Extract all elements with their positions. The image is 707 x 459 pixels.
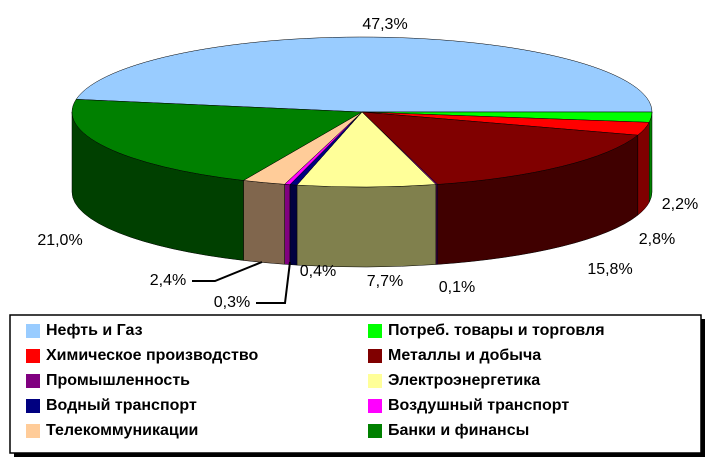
legend-label: Банки и финансы	[388, 422, 529, 439]
legend-swatch	[26, 349, 40, 363]
leader-line	[192, 261, 263, 282]
legend-swatch	[368, 374, 382, 388]
legend-swatch	[26, 424, 40, 438]
pie-side	[284, 184, 291, 265]
pie-slice	[75, 36, 653, 113]
legend-swatch	[368, 324, 382, 338]
legend-label: Водный транспорт	[46, 397, 197, 414]
legend-label: Телекоммуникации	[46, 422, 198, 439]
legend-swatch	[368, 349, 382, 363]
legend-label: Химическое производство	[46, 347, 258, 364]
pie-side	[296, 184, 437, 268]
pie-side	[243, 180, 285, 265]
data-label: 2,2%	[662, 196, 698, 213]
legend-swatch	[26, 374, 40, 388]
pie-side	[435, 184, 438, 265]
pie-slice	[71, 99, 363, 181]
data-label: 7,7%	[367, 273, 403, 290]
pie-side	[648, 111, 653, 203]
data-label: 47,3%	[362, 16, 407, 33]
legend-label: Воздушный транспорт	[388, 397, 569, 414]
pie-side	[289, 184, 298, 266]
legend-label: Нефть и Газ	[46, 322, 143, 339]
leader-line	[256, 261, 291, 304]
legend-swatch	[26, 324, 40, 338]
legend-label: Потреб. товары и торговля	[388, 322, 605, 339]
legend-swatch	[368, 399, 382, 413]
pie-slice	[296, 111, 437, 188]
data-label: 21,0%	[37, 232, 82, 249]
pie-slice	[361, 111, 639, 185]
legend-label: Металлы и добыча	[388, 347, 541, 364]
data-label: 15,8%	[587, 261, 632, 278]
legend-label: Промышленность	[46, 372, 190, 389]
legend-label: Электроэнергетика	[388, 372, 540, 389]
pie-side	[637, 122, 650, 216]
data-label: 0,4%	[300, 263, 336, 280]
legend-swatch	[368, 424, 382, 438]
legend-swatch	[26, 399, 40, 413]
data-label: 0,3%	[214, 294, 250, 311]
data-label: 2,4%	[150, 272, 186, 289]
data-label: 2,8%	[639, 231, 675, 248]
data-label: 0,1%	[439, 279, 475, 296]
legend-box	[9, 314, 702, 454]
